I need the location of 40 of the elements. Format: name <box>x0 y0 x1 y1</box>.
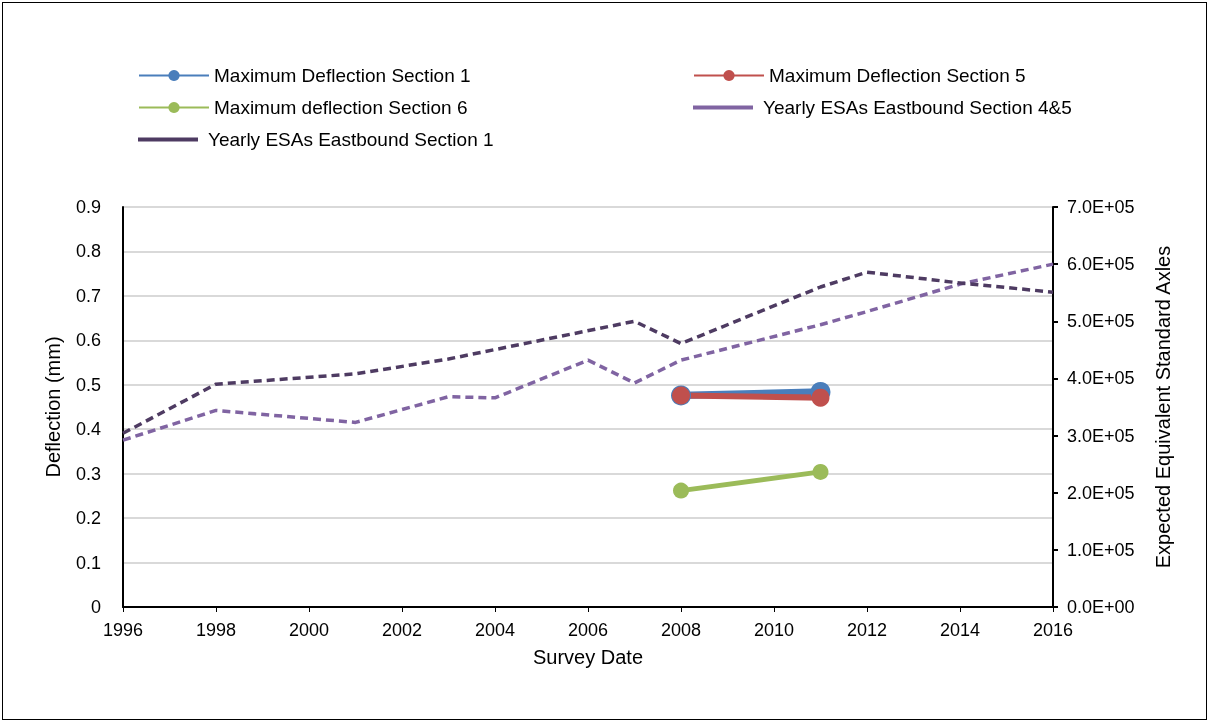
y2-tick-label: 7.0E+05 <box>1067 197 1135 217</box>
y2-tick-label: 3.0E+05 <box>1067 425 1135 446</box>
y2-tick-label: 4.0E+05 <box>1067 368 1135 389</box>
x-tick-label: 2006 <box>567 620 609 640</box>
y-tick-label: 0.2 <box>75 508 101 529</box>
point <box>812 463 829 480</box>
y-tick-label: 0.9 <box>75 197 101 217</box>
x-axis-title: Survey Date <box>532 646 644 668</box>
y2-tick-label: 6.0E+05 <box>1067 254 1135 275</box>
x-tick-label: 2016 <box>1032 620 1074 640</box>
y-tick-label: 0.6 <box>75 330 101 351</box>
y2-axis-title: Expected Equivalent Standard Axles <box>1152 245 1174 569</box>
y2-tick-label: 1.0E+05 <box>1067 539 1135 560</box>
x-tick-label: 2010 <box>753 620 795 640</box>
x-tick-label: 1998 <box>195 620 237 640</box>
y-tick-label: 0.1 <box>75 552 101 573</box>
y-tick-label: 0.7 <box>75 285 101 306</box>
x-tick-label: 2002 <box>381 620 423 640</box>
legend-label: Yearly ESAs Eastbound Section 4&5 <box>763 97 1072 118</box>
x-tick-label: 2012 <box>846 620 888 640</box>
x-tick-label: 2014 <box>939 620 981 640</box>
y-axis-title: Deflection (mm) <box>42 336 64 478</box>
legend-label: Maximum deflection Section 6 <box>214 97 468 118</box>
y-tick-label: 0.4 <box>75 419 101 440</box>
x-tick-label: 2008 <box>660 620 702 640</box>
y-tick-label: 0 <box>90 597 101 617</box>
legend-label: Maximum Deflection Section 1 <box>214 65 471 86</box>
point <box>811 388 830 407</box>
x-tick-label: 2000 <box>288 620 330 640</box>
legend-label: Yearly ESAs Eastbound Section 1 <box>208 129 494 150</box>
x-tick-label: 2004 <box>474 620 516 640</box>
y-tick-label: 0.3 <box>75 463 101 484</box>
x-tick-label: 1996 <box>102 620 144 640</box>
y-tick-label: 0.5 <box>75 374 101 395</box>
y2-tick-label: 5.0E+05 <box>1067 311 1135 332</box>
point <box>673 482 689 499</box>
y-tick-label: 0.8 <box>75 241 101 262</box>
y2-tick-label: 2.0E+05 <box>1067 482 1135 503</box>
legend-label: Maximum Deflection Section 5 <box>769 65 1026 86</box>
y2-tick-label: 0.0E+00 <box>1067 597 1135 617</box>
